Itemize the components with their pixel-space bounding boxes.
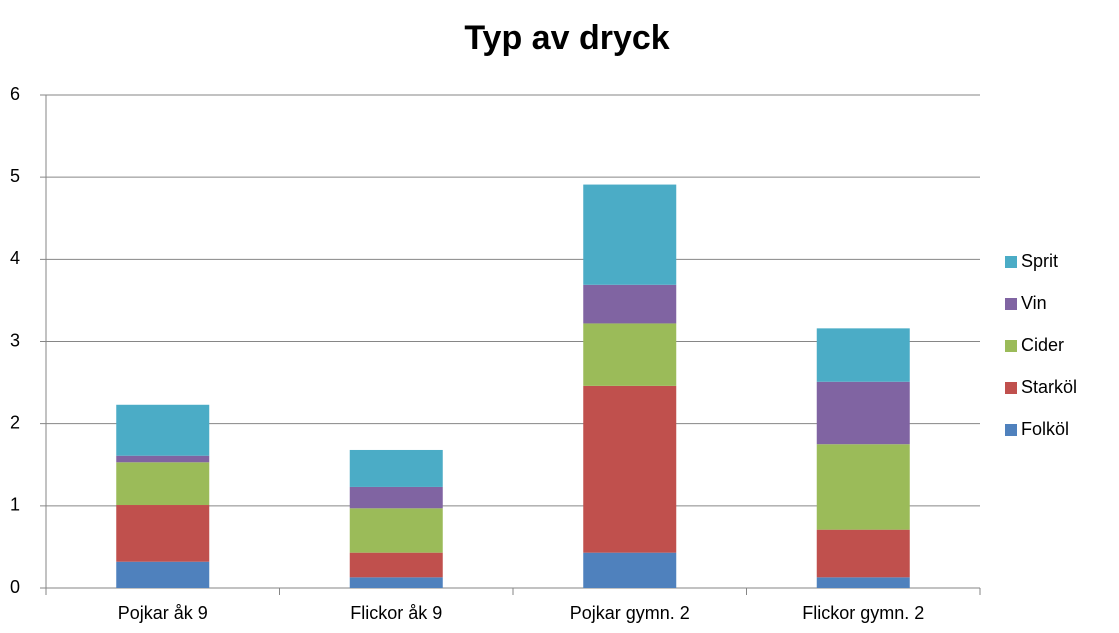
bar-segment xyxy=(816,381,910,445)
legend-label: Starköl xyxy=(1021,377,1077,397)
chart-title: Typ av dryck xyxy=(464,19,669,57)
y-tick-label: 4 xyxy=(10,248,20,268)
y-tick-label: 0 xyxy=(10,577,20,597)
bar-segment xyxy=(116,462,210,506)
bar-segment xyxy=(583,323,677,386)
x-tick-label: Flickor gymn. 2 xyxy=(802,603,924,623)
bar-segment xyxy=(583,184,677,285)
bar-segment xyxy=(583,385,677,553)
bar-segment xyxy=(116,561,210,588)
x-tick-label: Flickor åk 9 xyxy=(350,603,442,623)
x-tick-label: Pojkar gymn. 2 xyxy=(570,603,690,623)
legend-swatch xyxy=(1005,424,1017,436)
bar-segment xyxy=(816,577,910,588)
bar-segment xyxy=(116,455,210,463)
bar-segment xyxy=(116,404,210,456)
y-tick-label: 1 xyxy=(10,495,20,515)
legend-swatch xyxy=(1005,298,1017,310)
y-tick-label: 2 xyxy=(10,412,20,432)
bar-segment xyxy=(349,449,443,487)
bar-segment xyxy=(583,284,677,324)
bar-segment xyxy=(116,505,210,562)
bar-segment xyxy=(349,552,443,578)
bar-segment xyxy=(583,552,677,588)
legend-label: Vin xyxy=(1021,293,1047,313)
bar-segment xyxy=(349,577,443,588)
bar-segment xyxy=(816,444,910,530)
bar-segment xyxy=(816,529,910,578)
legend-swatch xyxy=(1005,382,1017,394)
legend-label: Cider xyxy=(1021,335,1064,355)
bar-segment xyxy=(816,328,910,382)
bar-segment xyxy=(349,508,443,553)
y-tick-label: 5 xyxy=(10,166,20,186)
bar-segment xyxy=(349,486,443,509)
legend-label: Folköl xyxy=(1021,419,1069,439)
y-tick-label: 3 xyxy=(10,330,20,350)
y-tick-label: 6 xyxy=(10,84,20,104)
legend-swatch xyxy=(1005,340,1017,352)
x-tick-label: Pojkar åk 9 xyxy=(118,603,208,623)
legend-label: Sprit xyxy=(1021,251,1058,271)
legend-swatch xyxy=(1005,256,1017,268)
